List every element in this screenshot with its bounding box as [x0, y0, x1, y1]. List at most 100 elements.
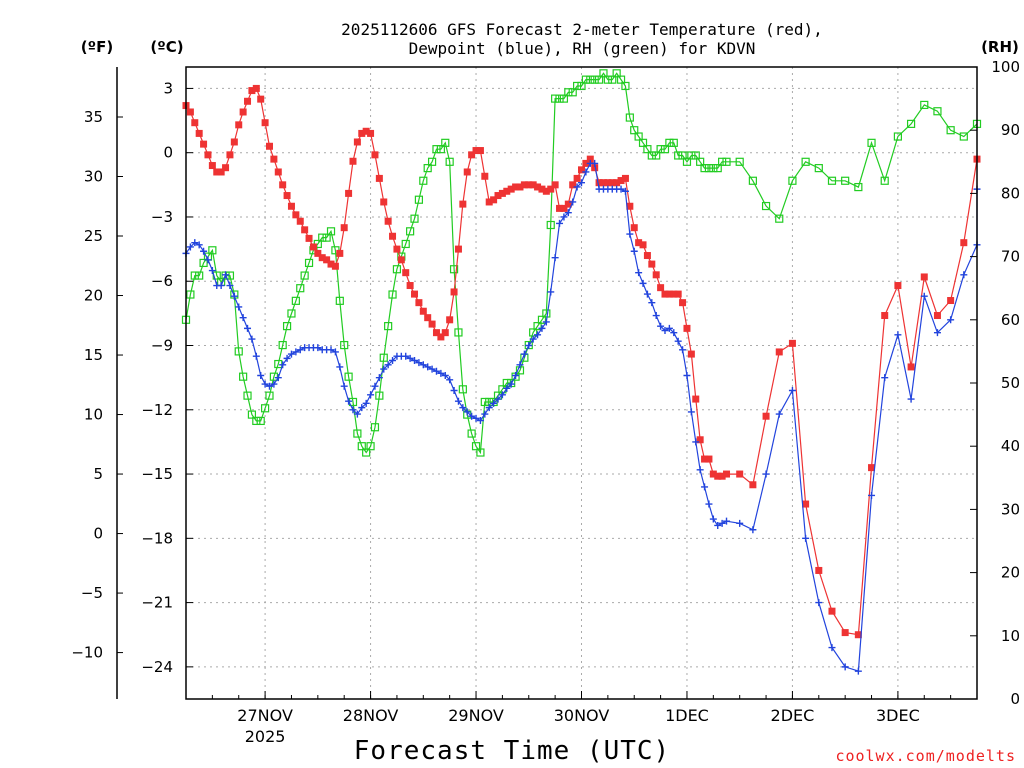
rh-point	[265, 391, 274, 400]
dewpoint-point	[960, 271, 968, 279]
temperature-point	[868, 464, 876, 472]
dewpoint-point	[705, 500, 713, 508]
dewpoint-point	[257, 372, 265, 380]
temperature-point	[301, 226, 309, 234]
rh-point	[638, 138, 648, 147]
rh-point	[476, 448, 485, 457]
dewpoint-point	[679, 346, 687, 354]
dewpoint-point	[714, 521, 722, 529]
temperature-point	[551, 181, 559, 189]
rh-point	[788, 176, 797, 185]
rh-point	[590, 75, 599, 84]
dewpoint-point	[208, 267, 216, 275]
rh-point	[296, 284, 305, 293]
temperature-point	[265, 142, 273, 150]
rh-point	[186, 290, 195, 299]
rh-point	[449, 265, 459, 274]
rh-point	[827, 176, 837, 185]
dewpoint-point	[569, 198, 577, 206]
dewpoint-point	[582, 168, 590, 176]
dewpoint-point	[718, 519, 726, 527]
rh-point	[427, 157, 437, 166]
rh-point	[441, 138, 450, 147]
temperature-point	[195, 129, 203, 137]
rh-point	[577, 81, 586, 91]
fahrenheit-tick-label: 10	[84, 406, 103, 424]
dewpoint-point	[279, 361, 287, 369]
series-layer	[181, 69, 982, 675]
rh-tick-label: 20	[1001, 564, 1020, 582]
temperature-point	[723, 470, 731, 478]
temperature-point	[661, 290, 669, 298]
rh-tick-label: 60	[1001, 311, 1020, 329]
temperature-point	[788, 339, 796, 347]
rh-point	[775, 214, 784, 223]
rh-point	[436, 145, 445, 154]
rh-point	[761, 201, 771, 211]
plot-frame	[185, 66, 978, 700]
temperature-point	[283, 192, 291, 200]
temperature-point	[327, 260, 335, 268]
temperature-point	[362, 127, 370, 135]
dewpoint-point	[331, 348, 339, 356]
dewpoint-point	[635, 269, 643, 277]
dewpoint-point	[239, 314, 247, 322]
rh-point	[432, 145, 441, 154]
rh-point	[660, 145, 670, 154]
temperature-point	[560, 204, 568, 212]
dewpoint-point	[626, 230, 634, 238]
rh-point	[247, 410, 257, 419]
rh-point	[893, 132, 903, 141]
rh-tick-label: 50	[1001, 374, 1020, 392]
dewpoint-point	[411, 357, 419, 365]
rh-point	[384, 322, 393, 331]
temperature-point	[345, 189, 353, 197]
temperature-point	[617, 177, 625, 185]
temperature-point	[749, 481, 757, 489]
temperature-point	[305, 234, 313, 242]
dewpoint-point	[775, 410, 783, 418]
fahrenheit-unit-label: (ºF)	[81, 38, 113, 56]
dewpoint-point	[195, 241, 203, 249]
rh-point	[340, 340, 349, 350]
temperature-point	[608, 179, 616, 187]
celsius-tick-label: −24	[141, 658, 173, 676]
celsius-tick-label: −18	[141, 529, 173, 547]
temperature-point	[736, 470, 744, 478]
temperature-point	[459, 200, 467, 208]
temperature-point	[556, 204, 564, 212]
rh-point	[652, 151, 661, 160]
temperature-series	[182, 84, 981, 639]
fahrenheit-tick-label: −10	[71, 644, 103, 662]
temperature-point	[309, 243, 317, 251]
temperature-point	[828, 607, 836, 615]
rh-point	[326, 227, 336, 236]
dewpoint-point	[252, 352, 260, 360]
dewpoint-point	[639, 279, 647, 287]
rh-point	[282, 322, 292, 331]
dewpoint-point	[340, 382, 348, 390]
rh-point	[234, 347, 243, 356]
dewpoint-point	[723, 517, 731, 525]
dewpoint-point	[432, 367, 440, 375]
celsius-tick-label: −9	[151, 337, 173, 355]
dewpoint-point	[815, 599, 823, 607]
temperature-point	[235, 121, 243, 129]
temperature-point	[701, 455, 709, 463]
temperature-point	[419, 307, 427, 315]
dewpoint-point	[494, 395, 502, 403]
rh-tick-label: 40	[1001, 437, 1020, 455]
x-tick-label: 28NOV	[343, 706, 399, 725]
rh-point	[335, 296, 344, 305]
dewpoint-point	[459, 404, 467, 412]
rh-point	[287, 309, 296, 318]
temperature-point	[384, 217, 392, 225]
temperature-point	[599, 179, 607, 187]
temperature-point	[573, 174, 581, 182]
temperature-point	[670, 290, 678, 298]
rh-point	[568, 88, 577, 97]
dewpoint-point	[788, 386, 796, 394]
grid-lines	[186, 67, 977, 699]
rh-unit-label: (RH)	[981, 38, 1019, 56]
temperature-point	[947, 297, 955, 305]
